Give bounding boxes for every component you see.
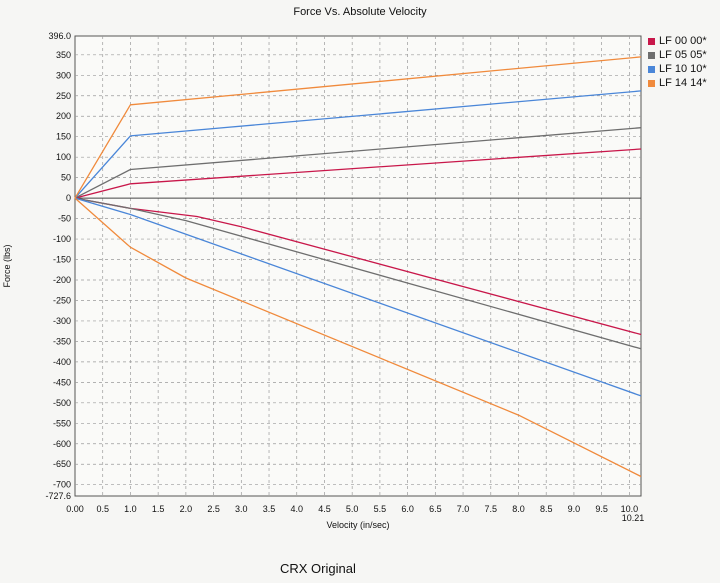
y-tick-label: 100 xyxy=(56,152,71,162)
y-tick-label: -400 xyxy=(53,357,71,367)
y-tick-label: 50 xyxy=(61,173,71,183)
plot-area xyxy=(74,35,642,497)
x-tick-label: 9.5 xyxy=(595,504,608,514)
legend-swatch xyxy=(648,65,655,73)
chart-title: Force Vs. Absolute Velocity xyxy=(293,6,427,18)
y-tick-label: -50 xyxy=(58,214,71,224)
y-tick-label: -150 xyxy=(53,255,71,265)
legend-swatch xyxy=(648,37,655,45)
legend-swatch xyxy=(648,51,655,59)
x-axis-label: Velocity (in/sec) xyxy=(326,520,389,530)
y-tick-label: -200 xyxy=(53,275,71,285)
x-tick-label: 3.5 xyxy=(263,504,276,514)
y-tick-label: -650 xyxy=(53,459,71,469)
y-tick-label: -727.6 xyxy=(45,491,71,501)
x-tick-label: 7.5 xyxy=(485,504,498,514)
legend-item: LF 00 00* xyxy=(648,34,707,48)
legend: LF 00 00* LF 05 05* LF 10 10* LF 14 14* xyxy=(648,34,707,90)
legend-label: LF 00 00* xyxy=(659,35,707,47)
series-line-lf-05-05-rebound xyxy=(74,127,642,199)
x-tick-label: 4.5 xyxy=(318,504,331,514)
y-tick-label: -600 xyxy=(53,439,71,449)
tick-labels: 0.00 0.5 1.0 1.5 2.0 2.5 3.0 3.5 4.0 4.5 5.0 5.5 6.0… xyxy=(45,31,644,523)
x-tick-label: 8.0 xyxy=(512,504,525,514)
legend-item: LF 14 14* xyxy=(648,76,707,90)
x-tick-label: 1.5 xyxy=(152,504,165,514)
y-axis-label: Force (lbs) xyxy=(2,244,12,287)
y-tick-label: 150 xyxy=(56,132,71,142)
y-tick-label: -100 xyxy=(53,234,71,244)
y-tick-label: -700 xyxy=(53,480,71,490)
x-tick-label: 0.00 xyxy=(66,504,84,514)
x-tick-label: 3.0 xyxy=(235,504,248,514)
series-line-lf-14-14-compression xyxy=(74,197,642,478)
y-tick-label: -350 xyxy=(53,336,71,346)
grid xyxy=(75,36,641,496)
legend-label: LF 05 05* xyxy=(659,49,707,61)
series-line-lf-00-00-rebound xyxy=(74,148,642,199)
x-tick-label: 10.0 xyxy=(621,504,639,514)
y-tick-label: -250 xyxy=(53,295,71,305)
legend-item: LF 05 05* xyxy=(648,48,707,62)
y-tick-label: 396.0 xyxy=(48,31,71,41)
series-line-lf-05-05-compression xyxy=(74,197,642,350)
series-line-lf-14-14-rebound xyxy=(74,56,642,199)
x-tick-label: 4.0 xyxy=(290,504,303,514)
series-lines xyxy=(74,56,642,478)
x-tick-label: 2.0 xyxy=(180,504,193,514)
x-tick-label: 10.21 xyxy=(622,513,645,523)
x-tick-label: 9.0 xyxy=(568,504,581,514)
caption: CRX Original xyxy=(280,561,356,576)
y-tick-label: 350 xyxy=(56,50,71,60)
x-tick-label: 6.0 xyxy=(401,504,414,514)
x-tick-label: 1.0 xyxy=(124,504,137,514)
y-tick-label: 250 xyxy=(56,91,71,101)
y-tick-label: 0 xyxy=(66,193,71,203)
y-tick-label: -300 xyxy=(53,316,71,326)
x-tick-label: 7.0 xyxy=(457,504,470,514)
x-tick-label: 2.5 xyxy=(207,504,220,514)
y-tick-label: -500 xyxy=(53,398,71,408)
legend-swatch xyxy=(648,79,655,87)
x-tick-label: 0.5 xyxy=(96,504,109,514)
legend-item: LF 10 10* xyxy=(648,62,707,76)
series-line-lf-10-10-rebound xyxy=(74,90,642,199)
legend-label: LF 14 14* xyxy=(659,77,707,89)
y-tick-label: -550 xyxy=(53,418,71,428)
x-tick-label: 5.5 xyxy=(374,504,387,514)
x-tick-label: 6.5 xyxy=(429,504,442,514)
x-tick-label: 8.5 xyxy=(540,504,553,514)
legend-label: LF 10 10* xyxy=(659,63,707,75)
x-tick-label: 5.0 xyxy=(346,504,359,514)
y-tick-label: 300 xyxy=(56,70,71,80)
y-tick-label: -450 xyxy=(53,377,71,387)
y-tick-label: 200 xyxy=(56,111,71,121)
series-line-lf-10-10-compression xyxy=(74,197,642,397)
